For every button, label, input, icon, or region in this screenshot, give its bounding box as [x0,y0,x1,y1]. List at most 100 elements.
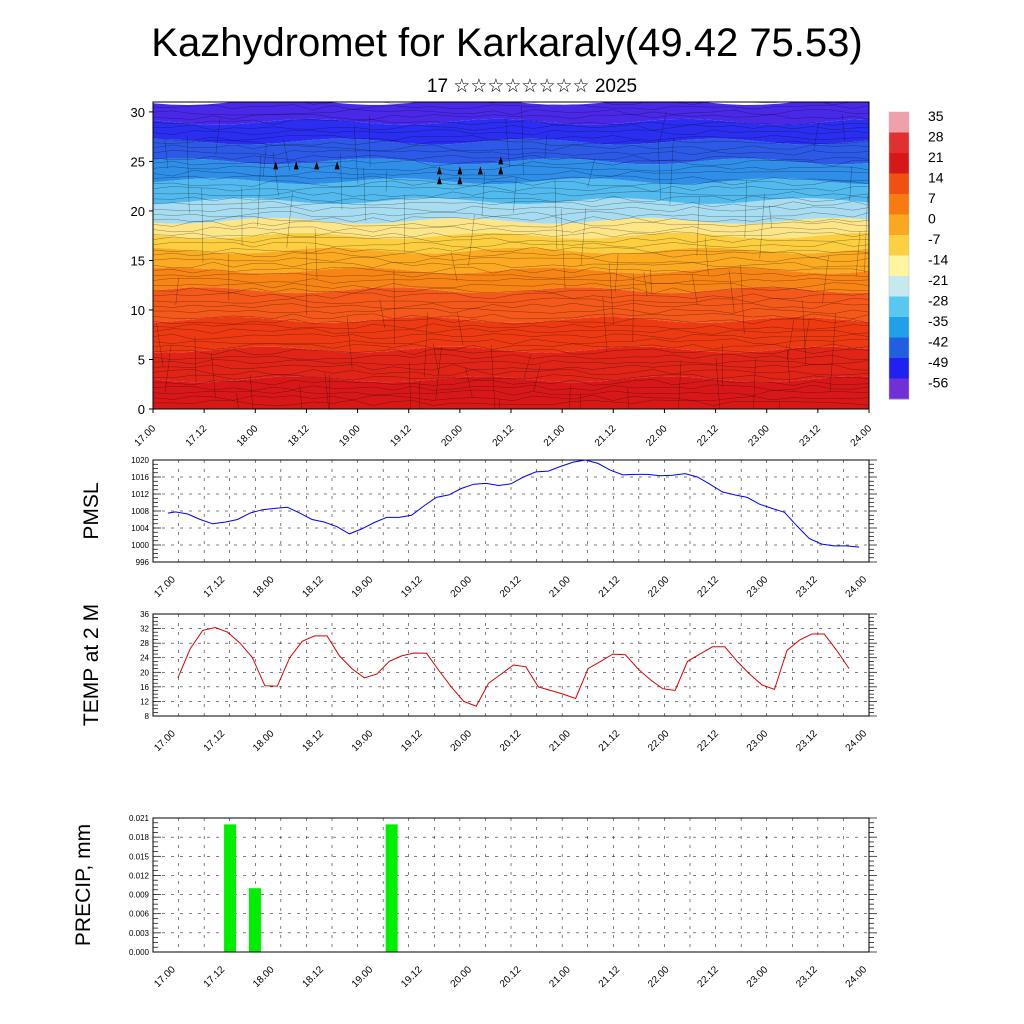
streamline [704,237,709,275]
streamline [614,254,619,293]
streamline [393,270,395,345]
precip-panel: 0.000 0.003 0.006 0.009 0.012 0.015 0.018 0.021… [72,814,877,990]
temperature-band [153,158,869,185]
wind-barb-marker [273,161,279,170]
streamline [669,138,674,205]
streamline [153,353,869,361]
streamline [153,369,869,376]
wind-barb-marker [498,166,504,175]
temp-line [177,626,850,707]
colorbar-segment [889,153,909,174]
wind-barb-marker [498,156,504,165]
x-tick-label: 19.12 [388,423,414,449]
streamline [153,399,869,406]
streamline [286,192,293,248]
x-tick-label: 24.00 [849,423,875,449]
colorbar-label: -28 [928,293,948,309]
x-tick-label: 18.12 [300,728,326,754]
y-tick-label: 24 [140,654,149,663]
x-tick-label: 23.12 [794,728,820,754]
streamline [354,126,359,184]
y-tick-label: 28 [140,639,149,648]
streamline [505,118,510,168]
temperature-band [153,287,869,323]
streamline [829,313,836,392]
streamline [842,114,845,142]
streamline [164,140,169,169]
y-tick-label: 0.009 [129,891,150,900]
y-tick-label: 0.012 [129,871,150,880]
colorbar-label: 28 [928,129,944,145]
streamline [481,171,485,217]
x-tick-label: 17.00 [152,964,178,990]
y-tick-label: 1000 [131,541,149,550]
streamline [153,333,869,340]
streamline [864,195,868,273]
streamline [153,246,869,253]
y-axis-label: PMSL [80,482,103,539]
streamline [153,165,869,172]
streamline [272,152,279,196]
streamline [153,144,869,152]
streamline [153,190,869,197]
streamline [657,139,661,200]
x-tick-label: 22.12 [696,728,722,754]
streamline [849,165,852,202]
streamline [153,323,869,330]
streamline [194,336,197,384]
streamline [369,115,371,167]
streamline [643,271,648,297]
streamline [164,344,172,393]
temperature-band [153,102,869,125]
x-tick-label: 18.00 [251,728,277,754]
x-tick-label: 22.12 [695,423,721,449]
streamline [201,188,204,263]
y-tick-label: 30 [131,105,145,120]
x-tick-label: 19.12 [399,574,425,600]
streamline [153,394,869,401]
streamline [153,150,869,156]
streamline [153,287,869,294]
x-tick-label: 24.00 [844,574,870,600]
y-tick-label: 0.018 [129,833,150,842]
x-tick-label: 21.12 [597,728,623,754]
streamline [753,358,756,409]
y-tick-label: 36 [140,610,149,619]
x-tick-label: 20.00 [449,728,475,754]
streamline [691,273,698,306]
x-tick-label: 20.12 [498,964,524,990]
precip-bar [385,824,398,952]
colorbar-label: 35 [928,108,944,124]
streamline [153,135,869,141]
colorbar-segment [889,112,909,133]
colorbar-label: -35 [928,313,948,329]
streamline [609,263,614,324]
streamline [153,221,869,228]
x-tick-label: 19.12 [399,964,425,990]
streamline [560,209,566,289]
streamline [153,308,869,315]
cross-section-panel: 0 5 10 15 20 25 30 17.00 17.12 18.00 18.12 19.00 19.… [131,101,875,449]
page-title: Kazhydromet for Karkaraly(49.42 75.53) [151,21,862,65]
streamline [363,167,366,221]
streamline [153,278,869,284]
x-tick-label: 22.00 [646,574,672,600]
streamline [728,270,735,313]
y-tick-label: 20 [131,204,145,219]
y-tick-label: 32 [140,625,149,634]
streamline [153,267,869,274]
streamline [153,272,869,279]
streamline [802,300,807,366]
x-tick-label: 20.12 [491,423,517,449]
streamline [379,299,385,329]
y-axis-label: TEMP at 2 M [80,604,103,726]
streamline [153,364,869,371]
streamline [153,384,869,391]
streamline [153,348,869,355]
colorbar-label: 7 [928,190,936,206]
y-tick-label: 0.003 [129,929,150,938]
streamline [250,375,253,409]
streamline [153,124,869,131]
